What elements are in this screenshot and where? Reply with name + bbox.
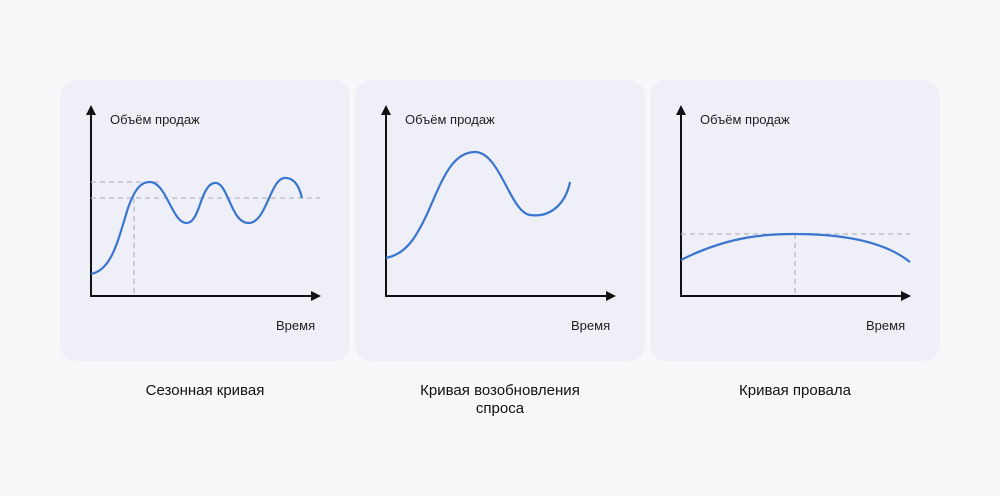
failure-y-axis-label: Объём продаж <box>700 112 790 127</box>
seasonal-curve <box>90 176 304 276</box>
failure-panel <box>650 80 940 361</box>
seasonal-panel <box>60 80 350 361</box>
revival-curve <box>385 150 572 260</box>
failure-y-arrow-icon <box>676 105 686 115</box>
revival-x-arrow-icon <box>606 291 616 301</box>
seasonal-x-arrow-icon <box>311 291 321 301</box>
revival-y-arrow-icon <box>381 105 391 115</box>
revival-x-axis-label: Время <box>571 318 611 333</box>
seasonal-caption: Сезонная кривая <box>145 382 265 399</box>
failure-x-arrow-icon <box>901 291 911 301</box>
failure-caption: Кривая провала <box>739 382 851 399</box>
seasonal-x-axis-label: Время <box>276 318 316 333</box>
seasonal-y-arrow-icon <box>86 105 96 115</box>
seasonal-y-axis-label: Объём продаж <box>110 112 200 127</box>
revival-caption: Кривая возобновления спроса <box>420 382 580 417</box>
failure-curve <box>680 232 911 263</box>
failure-x-axis-label: Время <box>866 318 906 333</box>
revival-panel <box>355 80 645 361</box>
revival-y-axis-label: Объём продаж <box>405 112 495 127</box>
